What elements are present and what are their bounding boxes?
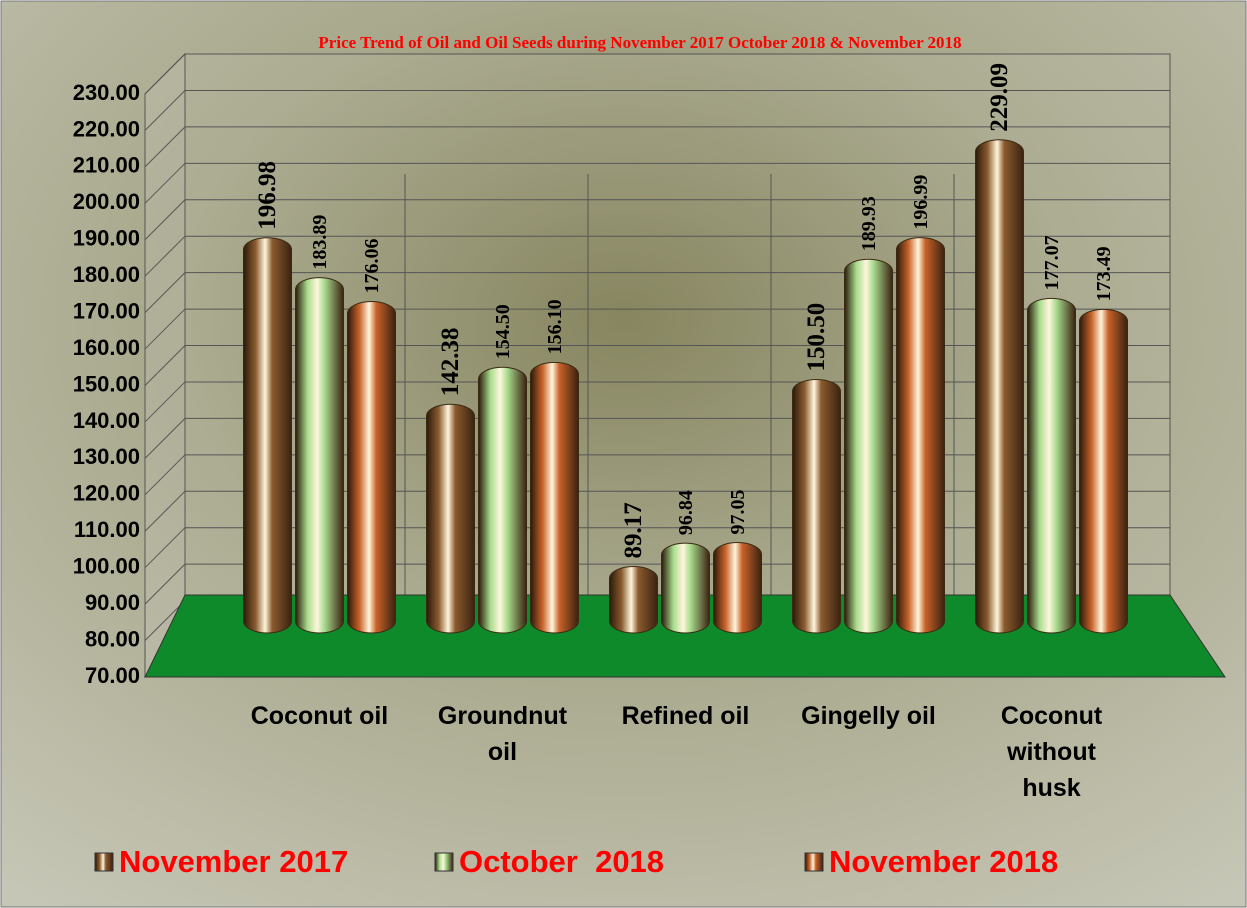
bar — [662, 543, 710, 633]
bar — [897, 238, 945, 633]
legend-label: November 2018 — [829, 844, 1058, 879]
value-label: 154.50 — [492, 304, 514, 359]
y-tick-label: 100.00 — [73, 554, 140, 579]
bar — [1080, 309, 1128, 633]
bar — [348, 302, 396, 633]
bar — [296, 278, 344, 633]
value-label: 176.06 — [361, 239, 383, 294]
value-label: 142.38 — [437, 327, 464, 396]
bar — [610, 567, 658, 633]
y-tick-label: 180.00 — [73, 262, 140, 287]
y-tick-label: 90.00 — [85, 590, 140, 615]
y-tick-label: 70.00 — [85, 663, 140, 688]
legend-swatch — [95, 853, 113, 871]
chart-page: Price Trend of Oil and Oil Seeds during … — [0, 0, 1247, 908]
legend-swatch — [435, 853, 453, 871]
y-tick-label: 110.00 — [74, 517, 140, 542]
y-tick-label: 130.00 — [73, 444, 140, 469]
bar — [793, 379, 841, 633]
y-tick-label: 150.00 — [73, 371, 140, 396]
value-label: 156.10 — [544, 299, 566, 354]
bar — [1028, 298, 1076, 633]
legend-label: October 2018 — [459, 844, 664, 879]
x-tick-label: Gingelly oil — [779, 698, 959, 734]
x-tick-label: Refined oil — [596, 698, 776, 734]
bar — [531, 362, 579, 633]
bar — [714, 542, 762, 633]
value-label: 183.89 — [309, 215, 331, 270]
legend-swatch — [805, 853, 823, 871]
y-tick-label: 230.00 — [73, 80, 140, 105]
bar — [845, 259, 893, 633]
bar — [244, 238, 292, 633]
x-tick-label: Coconut oil — [230, 698, 410, 734]
value-label: 150.50 — [803, 303, 830, 372]
y-tick-label: 170.00 — [73, 298, 140, 323]
bar — [479, 367, 527, 633]
legend-label: November 2017 — [119, 844, 348, 879]
value-label: 229.09 — [986, 63, 1013, 132]
y-tick-label: 120.00 — [73, 481, 140, 506]
y-tick-label: 80.00 — [85, 626, 140, 651]
value-label: 96.84 — [675, 490, 697, 535]
bar — [427, 404, 475, 633]
value-label: 89.17 — [620, 502, 647, 558]
bar — [976, 140, 1024, 633]
value-label: 196.98 — [254, 161, 281, 230]
value-label: 189.93 — [858, 196, 880, 251]
value-label: 173.49 — [1093, 246, 1115, 301]
y-tick-label: 210.00 — [73, 153, 140, 178]
x-tick-label: Coconut without husk — [977, 698, 1127, 806]
y-tick-label: 140.00 — [73, 408, 140, 433]
y-tick-label: 200.00 — [73, 189, 140, 214]
y-tick-label: 220.00 — [73, 116, 140, 141]
value-label: 177.07 — [1041, 235, 1063, 290]
y-tick-label: 160.00 — [73, 335, 140, 360]
chart-title: Price Trend of Oil and Oil Seeds during … — [318, 33, 961, 52]
y-tick-label: 190.00 — [73, 226, 140, 251]
x-tick-label: Groundnut oil — [423, 698, 583, 770]
value-label: 97.05 — [727, 489, 749, 534]
value-label: 196.99 — [910, 175, 932, 230]
